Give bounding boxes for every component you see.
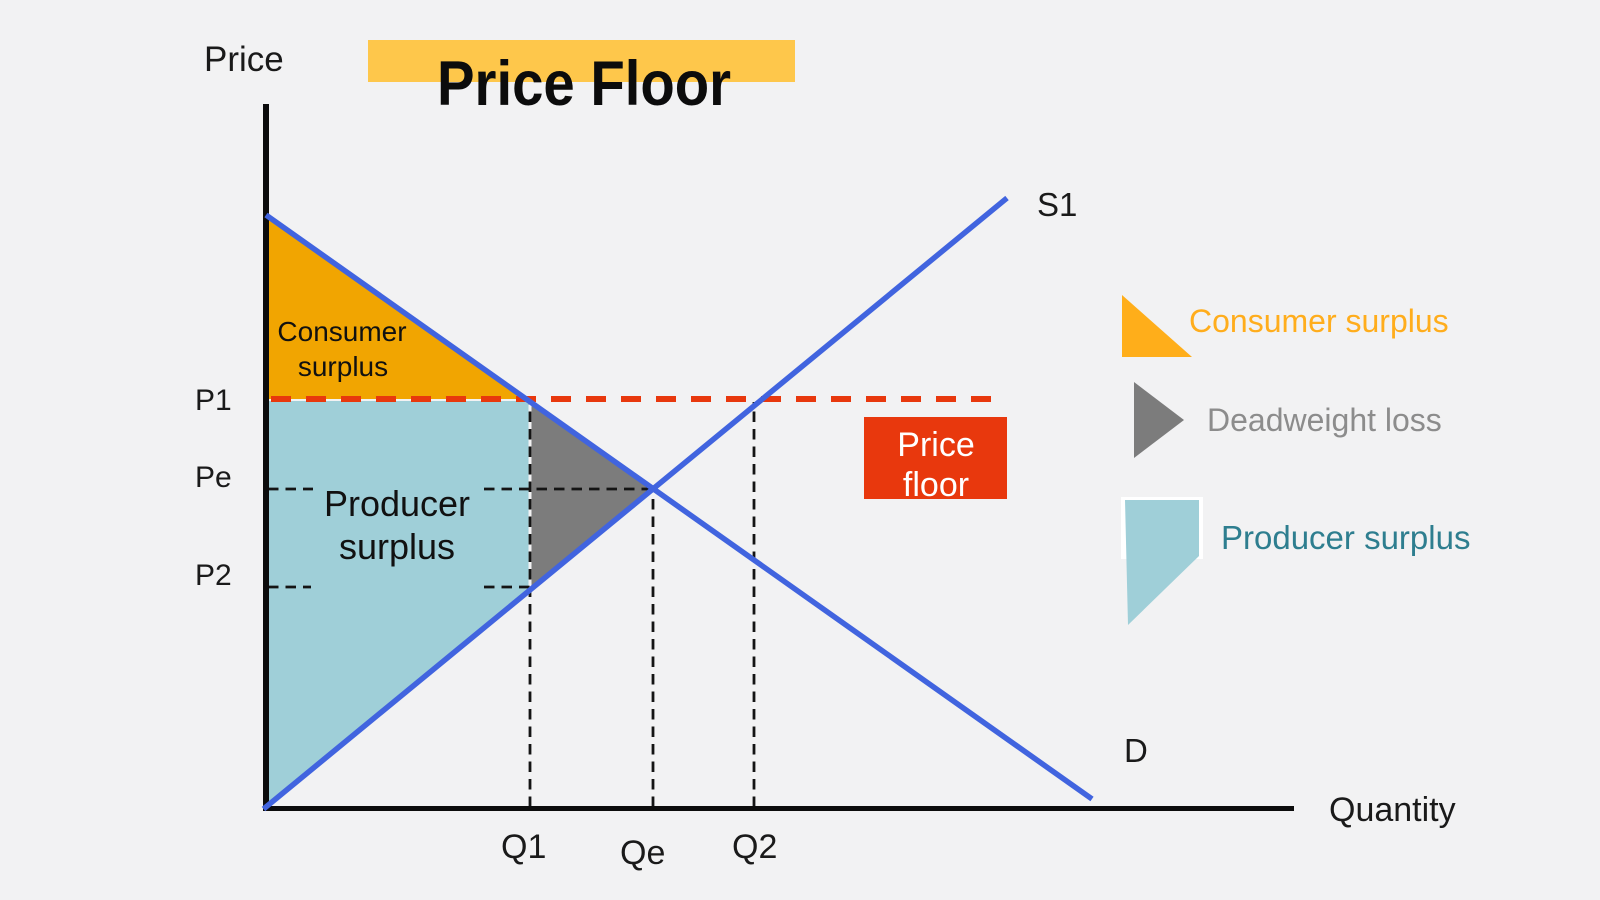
svg-text:Qe: Qe <box>620 834 665 872</box>
svg-text:Pe: Pe <box>195 461 232 494</box>
svg-text:P1: P1 <box>195 384 232 417</box>
svg-text:surplus: surplus <box>298 351 388 382</box>
svg-text:Consumer: Consumer <box>277 316 406 347</box>
svg-text:Price: Price <box>204 40 284 79</box>
svg-text:Quantity: Quantity <box>1329 791 1456 829</box>
svg-text:Consumer surplus: Consumer surplus <box>1189 303 1449 339</box>
svg-text:Producer surplus: Producer surplus <box>1221 519 1470 556</box>
svg-text:Q2: Q2 <box>732 828 777 866</box>
svg-text:surplus: surplus <box>339 526 455 567</box>
svg-text:S1: S1 <box>1037 186 1077 223</box>
svg-text:Q1: Q1 <box>501 828 546 866</box>
svg-text:Price Floor: Price Floor <box>437 49 731 119</box>
svg-text:Price: Price <box>897 426 974 464</box>
svg-text:Deadweight loss: Deadweight loss <box>1207 402 1442 438</box>
svg-text:floor: floor <box>903 466 969 504</box>
svg-text:D: D <box>1124 732 1148 769</box>
svg-text:P2: P2 <box>195 559 232 592</box>
svg-text:Producer: Producer <box>324 483 470 524</box>
